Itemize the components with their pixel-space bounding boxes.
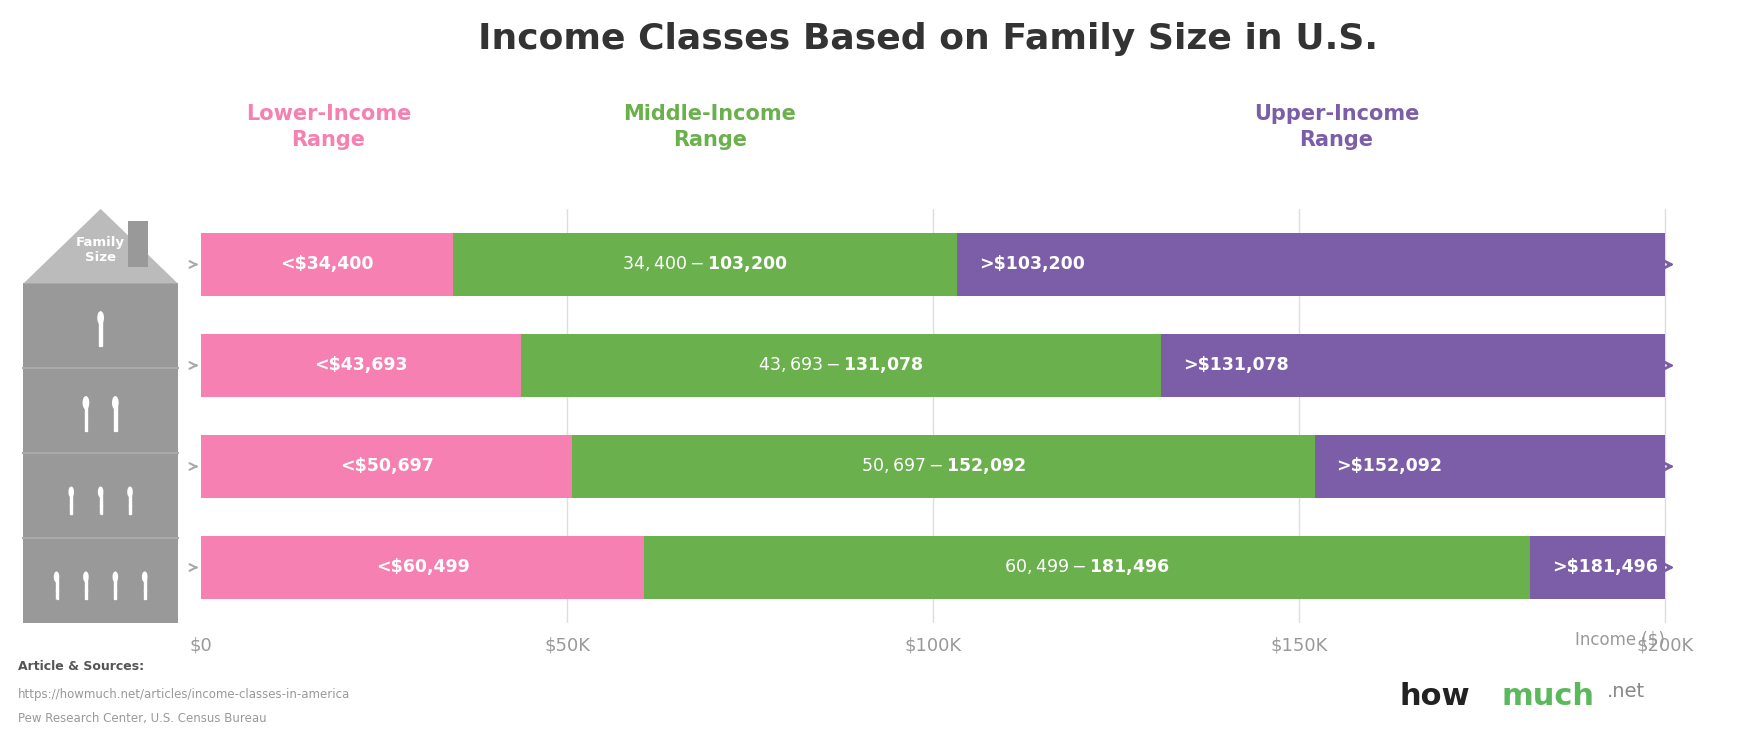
Bar [201,334,522,397]
Circle shape [98,487,103,497]
Text: much: much [1502,682,1594,711]
Bar [130,495,131,506]
Text: how: how [1400,682,1470,711]
Text: Family
Size: Family Size [77,236,126,265]
Circle shape [70,487,74,497]
Text: >$152,092: >$152,092 [1337,457,1442,476]
Text: <$43,693: <$43,693 [315,356,408,375]
Bar [144,579,145,591]
Text: <$60,499: <$60,499 [376,559,469,576]
Circle shape [98,312,103,324]
Text: >$131,078: >$131,078 [1183,356,1288,375]
Bar [453,233,957,296]
Bar [86,579,88,591]
Text: https://howmuch.net/articles/income-classes-in-america: https://howmuch.net/articles/income-clas… [18,688,350,701]
Bar [957,233,1666,296]
Text: >$181,496: >$181,496 [1552,559,1657,576]
Bar [522,334,1160,397]
Text: Pew Research Center, U.S. Census Bureau: Pew Research Center, U.S. Census Bureau [18,712,266,726]
Polygon shape [23,209,178,284]
Text: Article & Sources:: Article & Sources: [18,660,144,673]
Circle shape [84,397,89,409]
Bar [128,221,149,267]
Text: <$34,400: <$34,400 [280,256,374,273]
Bar [1160,334,1666,397]
Bar [201,536,644,599]
Bar [114,579,116,591]
Bar [201,233,453,296]
Bar [201,435,572,498]
Bar [84,406,88,420]
Bar [100,495,102,506]
Text: $43,693 - $131,078: $43,693 - $131,078 [758,356,924,375]
Circle shape [114,572,117,581]
Text: $60,499 - $181,496: $60,499 - $181,496 [1004,558,1171,578]
Bar [100,321,102,335]
Circle shape [112,397,117,409]
Text: Middle-Income
Range: Middle-Income Range [623,104,796,150]
Bar [114,406,117,420]
Bar [572,435,1314,498]
Circle shape [144,572,147,581]
Text: $34,400 - $103,200: $34,400 - $103,200 [621,254,788,274]
Text: <$50,697: <$50,697 [340,457,434,476]
Text: .net: .net [1606,682,1645,701]
Bar [1530,536,1666,599]
Text: >$103,200: >$103,200 [978,256,1085,273]
Circle shape [84,572,88,581]
Circle shape [128,487,131,497]
Bar [644,536,1530,599]
Text: Income Classes Based on Family Size in U.S.: Income Classes Based on Family Size in U… [478,22,1377,56]
Bar [23,284,178,623]
Text: $50,697 - $152,092: $50,697 - $152,092 [861,457,1026,476]
Text: Income ($): Income ($) [1575,630,1666,648]
Bar [56,579,58,591]
Bar [1314,435,1666,498]
Circle shape [54,572,58,581]
Bar [70,495,72,506]
Text: Upper-Income
Range: Upper-Income Range [1253,104,1419,150]
Text: Lower-Income
Range: Lower-Income Range [245,104,411,150]
